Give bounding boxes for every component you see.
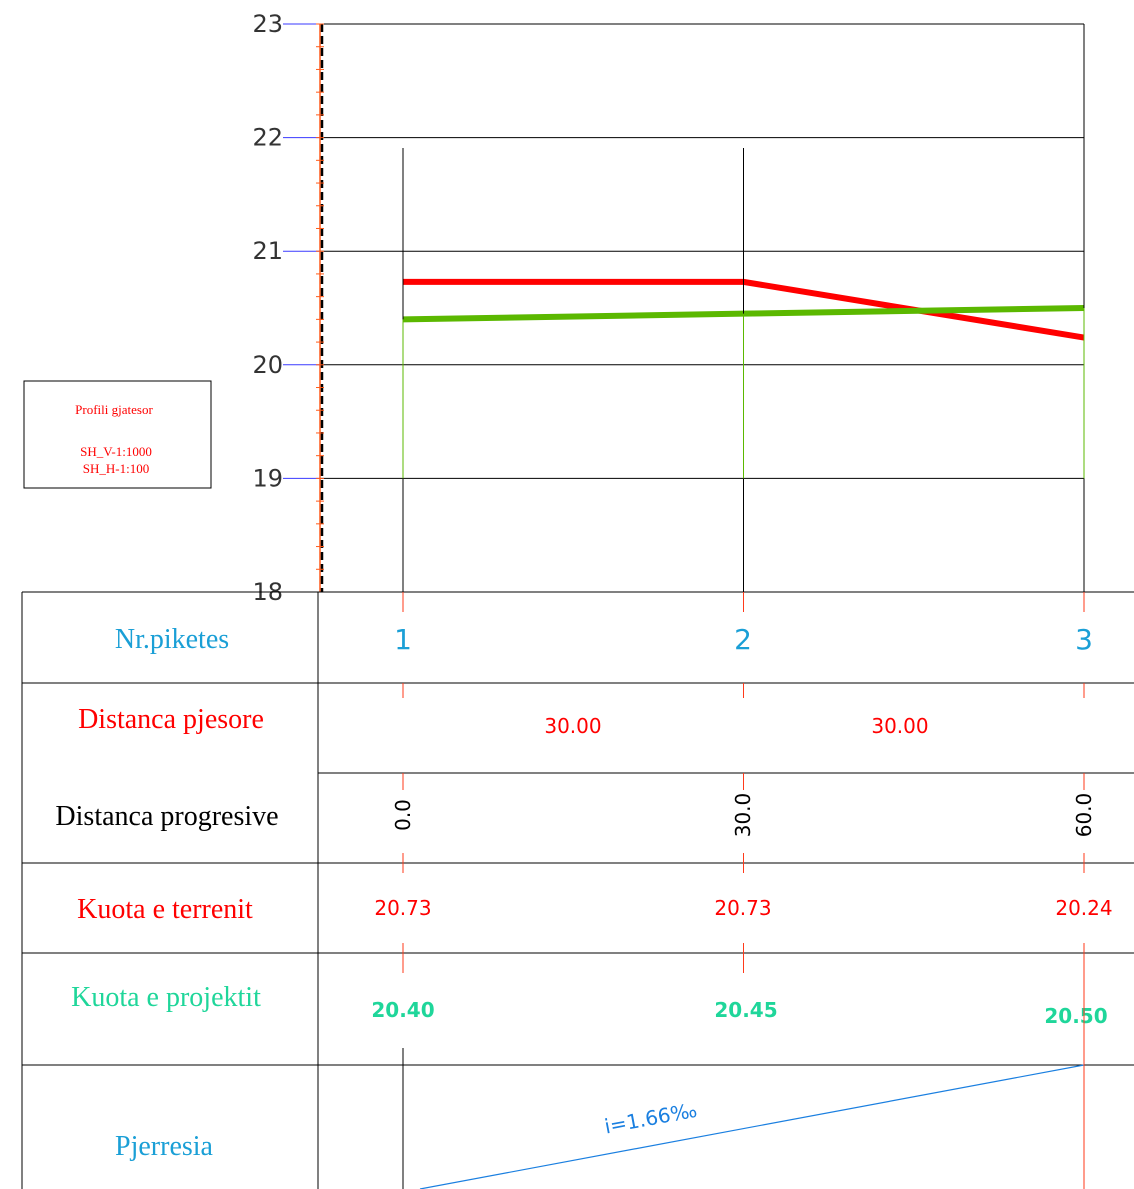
terrain-elevation-value: 20.73 (714, 896, 771, 920)
legend-title: Profili gjatesor (75, 402, 153, 417)
row-label-pjerresia: Pjerresia (115, 1131, 214, 1162)
partial-distance-value: 30.00 (871, 714, 928, 738)
piket-number: 1 (394, 623, 412, 656)
data-table: Nr.piketes Distanca pjesore Distanca pro… (21, 591, 1134, 1189)
y-tick-label: 23 (252, 10, 283, 38)
row-label-distanca-pjesore: Distanca pjesore (78, 704, 264, 735)
partial-distance-value: 30.00 (544, 714, 601, 738)
row-label-kuota-projektit: Kuota e projektit (71, 982, 261, 1013)
y-tick-label: 21 (252, 237, 283, 265)
y-tick-label: 20 (252, 351, 283, 379)
row-label-kuota-terrenit: Kuota e terrenit (77, 894, 253, 925)
terrain-elevation-value: 20.73 (374, 896, 431, 920)
row-label-piketes: Nr.piketes (115, 624, 229, 655)
terrain-elevation-value: 20.24 (1055, 896, 1112, 920)
piket-number: 3 (1075, 623, 1093, 656)
project-elevation-value: 20.45 (714, 998, 777, 1022)
row-label-distanca-progresive: Distanca progresive (55, 801, 278, 832)
y-tick-label: 19 (252, 464, 283, 492)
project-elevation-value: 20.50 (1044, 1004, 1107, 1028)
station-lines (402, 148, 1085, 1189)
progressive-distance-value: 60.0 (1072, 793, 1096, 838)
y-tick-label: 22 (252, 124, 283, 152)
legend-scale-vertical: SH_V-1:1000 (80, 444, 152, 459)
slope-label: i=1.66‰ (602, 1098, 699, 1139)
project-elevation-value: 20.40 (371, 998, 434, 1022)
progressive-distance-value: 0.0 (391, 799, 415, 831)
piket-number: 2 (734, 623, 752, 656)
slope-line (419, 1064, 1085, 1189)
progressive-distance-value: 30.0 (731, 793, 755, 838)
legend-scale-horizontal: SH_H-1:100 (83, 461, 149, 476)
legend-box: Profili gjatesor SH_V-1:1000 SH_H-1:100 (23, 380, 212, 489)
